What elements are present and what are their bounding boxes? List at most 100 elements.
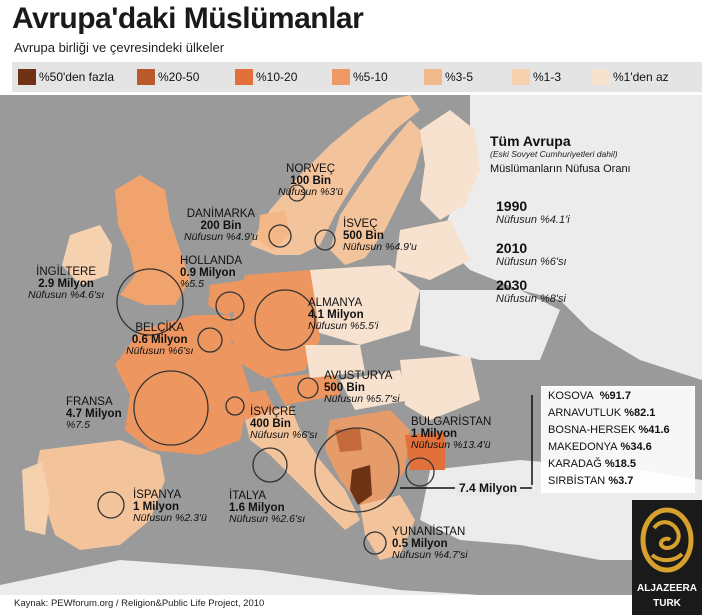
country-percent: Nüfusun %3'ü — [278, 186, 344, 199]
label-france: FRANSA 4.7 Milyon %7.5 — [66, 396, 122, 431]
source-note: Kaynak: PEWforum.org / Religion&Public L… — [14, 598, 265, 609]
country-name: BELÇİKA — [135, 322, 184, 334]
country-percent: Nüfusun %4.7'si — [392, 549, 468, 562]
region-hungary — [340, 370, 410, 410]
country-population: 500 Bin — [324, 382, 365, 395]
country-name: İSVİÇRE — [250, 406, 297, 418]
year-value: Nüfusun %4.1'i — [496, 214, 570, 226]
country-population: 500 Bin — [343, 230, 384, 243]
balkans-panel: KOSOVA %91.7 ARNAVUTLUK %82.1 BOSNA-HERS… — [541, 386, 695, 493]
circle-denmark — [268, 224, 292, 248]
circle-bulgaria — [405, 457, 435, 487]
region-austria — [270, 372, 340, 405]
region-germany — [232, 270, 320, 378]
balkan-row: SIRBİSTAN %3.7 — [548, 475, 633, 487]
country-percent: Nüfusun %5.7'si — [324, 393, 400, 406]
circle-germany — [254, 289, 316, 351]
balkan-country: KOSOVA — [548, 390, 594, 402]
country-percent: Nüfusun %6'sı — [126, 345, 194, 358]
circle-uk — [116, 268, 184, 336]
population-circles — [97, 184, 435, 555]
balkan-row: BOSNA-HERSEK %41.6 — [548, 424, 670, 436]
region-bosnia — [335, 428, 362, 452]
balkan-row: KOSOVA %91.7 — [548, 390, 631, 402]
legend-swatch — [235, 69, 253, 85]
logo-text: ALJAZEERA — [636, 583, 697, 594]
country-percent: Nüfusun %2.3'ü — [133, 512, 207, 525]
region-north-africa — [0, 560, 480, 595]
region-italy — [245, 405, 360, 530]
label-switzerland: İSVİÇRE 400 Bin Nüfusun %6'sı — [250, 406, 317, 441]
year-entry: 2010 Nüfusun %6'sı — [496, 240, 567, 268]
country-name: İTALYA — [229, 490, 267, 502]
label-uk: İNGİLTERE 2.9 Milyon Nüfusun %4.6'sı — [28, 266, 104, 301]
year-label: 1990 — [496, 198, 528, 214]
year-value: Nüfusun %8'si — [496, 293, 566, 305]
balkans-total: 7.4 Milyon — [456, 480, 521, 496]
label-belgium: BELÇİKA 0.6 Milyon Nüfusun %6'sı — [126, 322, 193, 357]
country-population: 200 Bin — [200, 220, 242, 233]
country-name: DANİMARKA — [186, 208, 256, 220]
label-netherlands: HOLLANDA 0.9 Milyon %5.5 — [180, 255, 242, 290]
label-greece: YUNANİSTAN 0.5 Milyon Nüfusun %4.7'si — [392, 526, 468, 561]
balkan-country: MAKEDONYA — [548, 441, 618, 453]
country-name: İSVEÇ — [343, 218, 378, 230]
region-spain — [35, 440, 165, 550]
legend-item: %50'den fazla — [18, 69, 114, 85]
region-ireland — [62, 225, 112, 285]
label-germany: ALMANYA 4.1 Milyon Nüfusun %5.5'i — [308, 297, 378, 332]
year-label: 2030 — [496, 277, 528, 293]
country-percent: Nüfusun %2.6'sı — [229, 513, 306, 526]
country-name: ALMANYA — [308, 297, 363, 309]
country-percent: Nüfusun %4.9'u — [184, 231, 258, 244]
region-greece — [360, 495, 415, 560]
page-title: Avrupa'daki Müslümanlar — [12, 2, 364, 35]
balkan-percent: %41.6 — [638, 424, 670, 436]
legend-swatch — [512, 69, 530, 85]
label-bulgaria: BULGARİSTAN 1 Milyon Nüfusun %13.4'ü — [411, 416, 491, 451]
label-sweden: İSVEÇ 500 Bin Nüfusun %4.9'u — [343, 218, 417, 253]
region-switzerland — [235, 390, 275, 420]
label-denmark: DANİMARKA 200 Bin Nüfusun %4.9'u — [184, 208, 258, 243]
region-poland — [310, 265, 420, 345]
circle-switzerland — [225, 396, 245, 416]
year-entry: 2030 Nüfusun %8'si — [496, 277, 566, 305]
country-name: HOLLANDA — [180, 255, 242, 267]
balkan-leader — [400, 395, 533, 489]
year-value: Nüfusun %6'sı — [496, 256, 567, 268]
legend-swatch — [332, 69, 350, 85]
legend: %50'den fazla %20-50 %10-20 %5-10 %3-5 %… — [12, 62, 702, 92]
legend-item: %10-20 — [235, 69, 297, 85]
year-entry: 1990 Nüfusun %4.1'i — [496, 198, 570, 226]
region-russia — [440, 95, 702, 380]
all-europe-heading: Tüm Avrupa — [490, 133, 571, 149]
circle-italy — [252, 447, 288, 483]
country-name: YUNANİSTAN — [392, 526, 466, 538]
label-austria: AVUSTURYA 500 Bin Nüfusun %5.7'si — [324, 370, 400, 405]
country-percent: Nüfusun %4.9'u — [343, 241, 417, 254]
legend-label: %1-3 — [533, 70, 562, 84]
country-population: 100 Bin — [290, 175, 331, 188]
circle-greece — [363, 531, 387, 555]
circle-france — [133, 370, 209, 446]
balkan-row: MAKEDONYA %34.6 — [548, 441, 652, 453]
legend-item: %3-5 — [424, 69, 473, 85]
balkan-row: ARNAVUTLUK %82.1 — [548, 407, 655, 419]
country-population: 0.9 Milyon — [180, 267, 236, 280]
country-name: FRANSA — [66, 396, 113, 408]
legend-label: %50'den fazla — [39, 70, 115, 84]
balkan-percent: %3.7 — [608, 475, 634, 487]
circle-austria — [297, 377, 319, 399]
year-label: 2010 — [496, 240, 528, 256]
balkan-percent: %91.7 — [599, 390, 631, 402]
country-population: 0.6 Milyon — [131, 334, 188, 347]
all-europe-note: (Eski Sovyet Cumhuriyetleri dahil) — [490, 149, 618, 159]
region-uk — [115, 175, 190, 305]
balkan-percent: %82.1 — [624, 407, 656, 419]
country-name: NORVEÇ — [286, 163, 336, 175]
region-baltics — [395, 220, 470, 280]
legend-label: %10-20 — [256, 70, 298, 84]
country-percent: %5.5 — [180, 278, 204, 291]
circle-norway — [288, 184, 306, 202]
circle-sweden — [314, 229, 336, 251]
